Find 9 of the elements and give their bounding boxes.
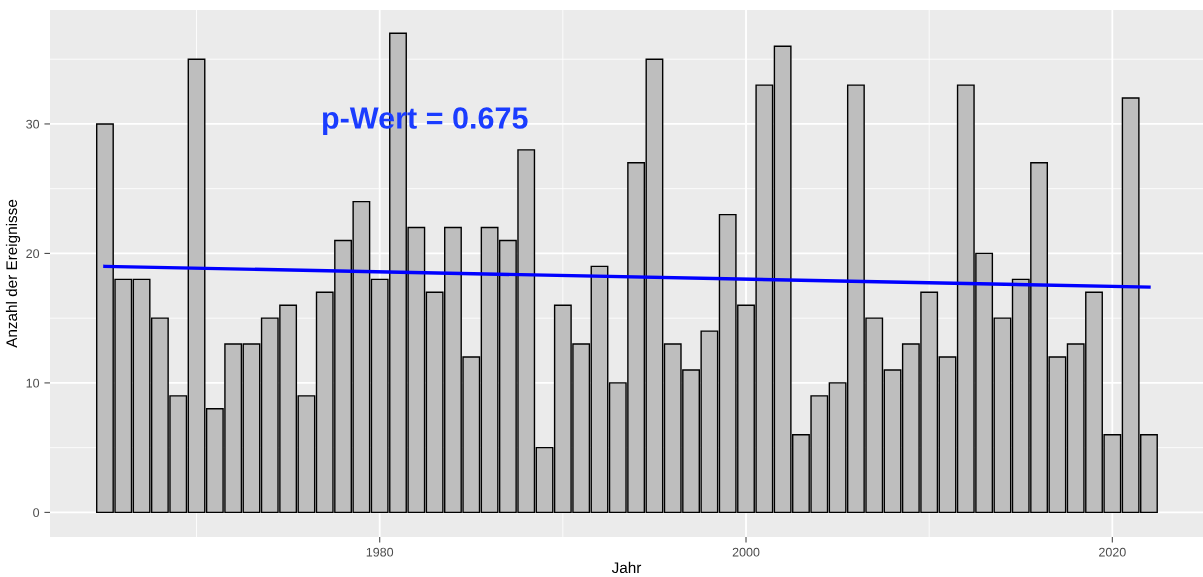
y-tick-label: 30 <box>26 119 40 129</box>
y-axis-title: Anzahl der Ereignisse <box>5 199 21 348</box>
x-tick-label: 1980 <box>366 547 394 557</box>
y-tick-label: 20 <box>26 249 40 259</box>
y-tick-label: 10 <box>26 378 40 388</box>
x-tick-label: 2000 <box>732 547 760 557</box>
x-axis-title: Jahr <box>611 561 642 574</box>
x-tick-label: 2020 <box>1099 547 1126 557</box>
y-tick-label: 0 <box>33 508 40 518</box>
